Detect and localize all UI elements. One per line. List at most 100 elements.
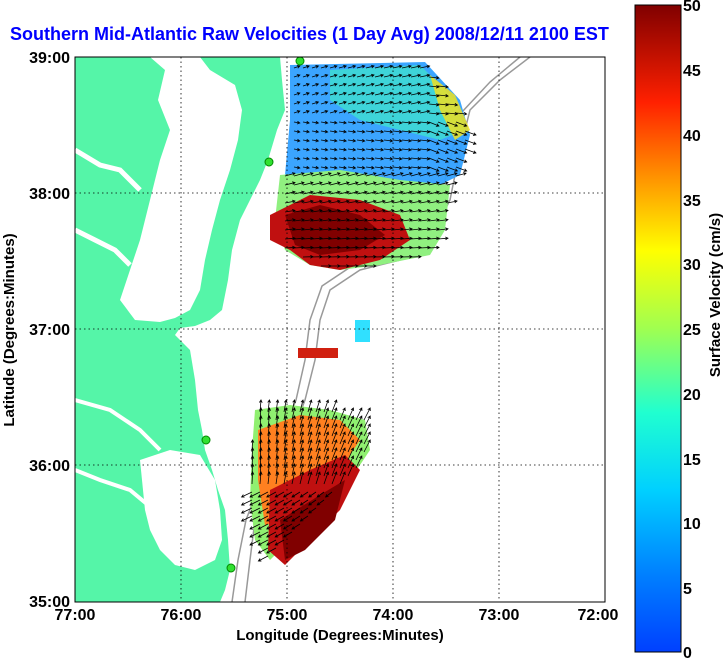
velocity-arrow [428,157,440,163]
velocity-arrow [331,439,338,453]
velocity-arrow [347,73,357,78]
velocity-arrow [446,166,459,172]
velocity-arrow [401,156,412,161]
velocity-arrow [302,236,314,241]
velocity-arrow [374,120,385,125]
velocity-arrow [315,455,321,469]
velocity-arrow [307,399,313,413]
velocity-arrow [401,64,412,69]
velocity-arrow [410,156,422,161]
velocity-arrow [401,120,412,125]
velocity-arrow [329,109,338,114]
velocity-arrow [329,172,341,177]
velocity-arrow [356,109,366,114]
velocity-arrow [331,415,338,429]
velocity-arrow [446,199,458,204]
velocity-arrow [302,65,310,69]
velocity-arrow [419,91,431,96]
velocity-arrow [365,190,377,195]
velocity-arrow [401,245,413,250]
velocity-arrow [374,181,386,186]
velocity-arrow [338,227,350,231]
velocity-arrow [284,227,296,231]
velocity-arrow [355,407,363,421]
velocity-arrow [320,227,332,231]
river-1 [75,147,142,192]
velocity-arrow [302,92,310,96]
velocity-arrow [339,415,346,429]
velocity-arrow [365,227,377,231]
velocity-arrow [365,64,375,69]
velocity-arrow [383,64,394,69]
velocity-arrow [392,199,404,204]
velocity-arrow [356,181,368,186]
velocity-arrow [274,499,285,506]
velocity-arrow [363,415,371,429]
velocity-arrow [428,148,440,154]
velocity-arrow [437,121,449,127]
velocity-arrow [284,172,296,177]
velocity-arrow [320,129,329,134]
velocity-arrow [392,208,404,213]
velocity-arrow [293,120,301,125]
velocity-arrow [355,415,363,429]
velocity-arrow [419,82,431,87]
velocity-arrow [392,227,404,231]
velocity-arrow [356,120,366,125]
velocity-arrow [316,499,325,506]
velocity-arrow [257,547,269,554]
velocity-arrow [329,208,341,213]
velocity-arrow [428,102,440,107]
velocity-arrow [410,181,422,186]
velocity-arrow [347,407,355,421]
velocity-arrow [320,181,332,186]
velocity-arrow [259,455,263,469]
velocity-arrow [401,100,412,105]
velocity-arrow [455,121,468,127]
velocity-arrow [293,218,305,222]
chart-title: Southern Mid-Atlantic Raw Velocities (1 … [10,24,609,44]
velocity-arrow [329,147,338,152]
velocity-arrow [374,73,385,78]
velocity-arrow [331,407,338,421]
velocity-arrow [267,471,271,485]
velocity-arrow [311,181,323,186]
velocity-arrow [419,218,431,222]
velocity-field-south-darkred [280,480,345,560]
velocity-arrow [299,471,305,485]
velocity-arrow [374,172,386,177]
velocity-arrow [283,471,288,485]
velocity-arrow [240,515,253,522]
velocity-arrow [323,439,330,453]
velocity-arrow [392,91,403,96]
velocity-arrow [299,447,305,461]
velocity-arrow [365,245,377,250]
velocity-arrow [291,523,301,530]
velocity-arrow [240,499,253,506]
velocity-arrow [311,236,323,241]
velocity-arrow [293,208,305,213]
velocity-arrow [392,129,403,134]
velocity-arrow [338,156,347,161]
y-axis-ticks: 39:00 38:00 37:00 36:00 35:00 [29,50,70,611]
velocity-arrow [274,515,285,522]
velocity-arrow [302,245,314,250]
velocity-arrow [338,73,347,78]
velocity-arrow [293,165,301,170]
velocity-arrow [356,172,368,177]
velocity-arrow [320,190,332,195]
velocity-arrow [455,130,468,136]
velocity-arrow [428,139,440,145]
velocity-patch-1 [355,320,370,342]
velocity-arrow [339,423,346,437]
velocity-arrow [266,523,277,530]
velocity-arrow [339,471,346,485]
y-tick-label: 37:00 [29,322,70,339]
velocity-arrow [307,463,313,477]
velocity-arrow [266,507,277,514]
velocity-arrow [410,172,422,177]
velocity-arrow [392,138,403,143]
velocity-arrow [311,245,323,250]
velocity-arrow [365,109,375,114]
velocity-arrow [401,199,413,204]
